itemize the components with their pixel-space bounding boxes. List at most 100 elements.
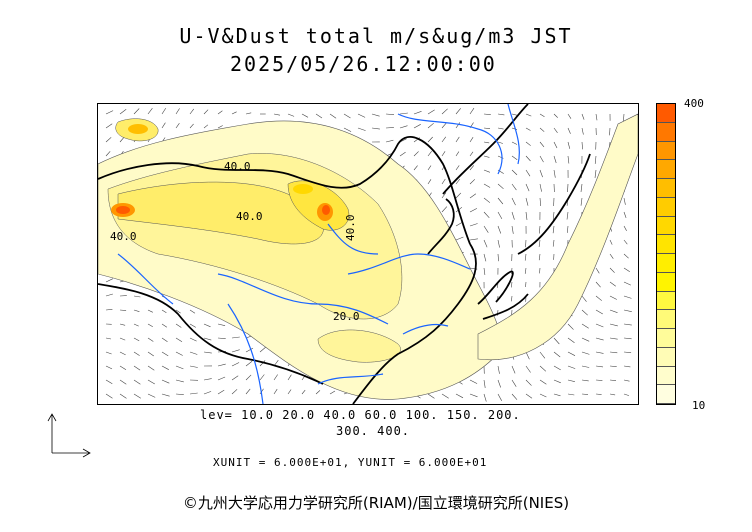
wind-vector (581, 309, 588, 316)
wind-vector (553, 365, 561, 371)
colorbar-segment (657, 104, 675, 123)
wind-vector (455, 122, 461, 129)
wind-vector (595, 351, 604, 354)
wind-vector (524, 253, 527, 261)
colorbar-segment (657, 141, 675, 161)
wind-vector (511, 141, 518, 145)
wind-vector (525, 281, 527, 288)
wind-vector (553, 337, 560, 345)
wind-vector (623, 337, 632, 340)
wind-vector (189, 108, 195, 115)
wind-vector (469, 193, 477, 199)
wind-vector (469, 379, 478, 384)
wind-vector (566, 211, 569, 220)
wind-vector (581, 141, 583, 150)
wind-vector (259, 346, 267, 353)
wind-vector (483, 239, 488, 248)
wind-vector (511, 183, 517, 191)
wind-vector (595, 281, 601, 288)
wind-vector (161, 323, 168, 328)
wind-vector (469, 179, 476, 185)
wind-vector (133, 393, 141, 399)
wind-vector (539, 379, 547, 385)
colorbar-segment (657, 179, 675, 198)
title-line-2: 2025/05/26.12:00:00 (230, 52, 497, 76)
wind-vector (203, 124, 209, 129)
wind-vector (483, 379, 486, 388)
wind-vector (525, 239, 527, 248)
wind-vector (539, 155, 544, 163)
wind-vector (441, 393, 449, 399)
contour-labels: 40.0 40.0 40.0 40.0 20.0 (110, 160, 360, 323)
wind-vector (580, 197, 583, 206)
wind-vector (567, 155, 570, 164)
wind-vector (273, 388, 278, 395)
wind-vector (581, 337, 590, 342)
wind-vector (119, 351, 126, 356)
wind-vector (483, 155, 490, 158)
wind-vector (301, 113, 309, 118)
wind-vector (427, 122, 434, 129)
wind-vector (217, 376, 226, 381)
wind-vector (623, 113, 625, 122)
wind-vector (315, 113, 323, 119)
wind-vector (105, 365, 113, 370)
wind-vector (595, 365, 604, 368)
wind-vector (147, 337, 154, 342)
wind-vector (609, 309, 618, 313)
wind-vector (161, 337, 168, 343)
wind-vector (245, 388, 251, 395)
wind-vector (567, 141, 571, 149)
wind-vector (469, 208, 478, 213)
wind-vector (105, 351, 112, 355)
wind-vector (105, 293, 113, 297)
colorbar-segment (657, 235, 675, 254)
wind-vector (553, 393, 561, 397)
wind-vector (511, 379, 517, 387)
wind-vector (161, 309, 167, 313)
colorbar-segment (657, 385, 675, 404)
wind-vector (581, 379, 589, 382)
wind-vector (469, 165, 475, 171)
wind-vector (539, 113, 545, 118)
wind-vector (189, 309, 196, 314)
wind-vector (357, 113, 366, 118)
colorbar-segment (657, 310, 675, 329)
wind-vector (609, 267, 615, 273)
wind-vector (175, 393, 184, 395)
wind-vector (511, 365, 516, 374)
wind-vector (581, 295, 587, 302)
wind-vector (189, 392, 198, 395)
wind-vector (525, 183, 530, 192)
wind-vector (133, 323, 139, 327)
wind-vector (301, 389, 306, 395)
wind-vector (595, 393, 602, 395)
wind-vector (609, 337, 618, 340)
wind-vector (483, 127, 491, 129)
wind-vector (175, 323, 182, 328)
wind-vector (119, 309, 127, 311)
title-line-1: U-V&Dust total m/s&ug/m3 JST (179, 24, 573, 48)
wind-vector (525, 197, 529, 206)
wind-vector (483, 183, 491, 188)
wind-vector (175, 123, 180, 129)
wind-vector (217, 125, 223, 129)
wind-vector (189, 337, 197, 342)
wind-vector (511, 393, 518, 400)
wind-vector (385, 139, 394, 143)
wind-vector (161, 365, 169, 370)
wind-vector (567, 225, 569, 233)
wind-vector (567, 337, 575, 343)
wind-vector (119, 323, 126, 326)
wind-vector (147, 393, 156, 398)
colorbar-segment (657, 197, 675, 217)
wind-vector (441, 108, 448, 115)
wind-vector (538, 239, 541, 247)
wind-vector (455, 165, 460, 171)
wind-vector (497, 127, 504, 130)
wind-vector (217, 363, 226, 367)
wind-vector (119, 393, 127, 399)
wind-vector (497, 393, 502, 401)
wind-vector (203, 109, 209, 115)
wind-vector (609, 323, 618, 327)
